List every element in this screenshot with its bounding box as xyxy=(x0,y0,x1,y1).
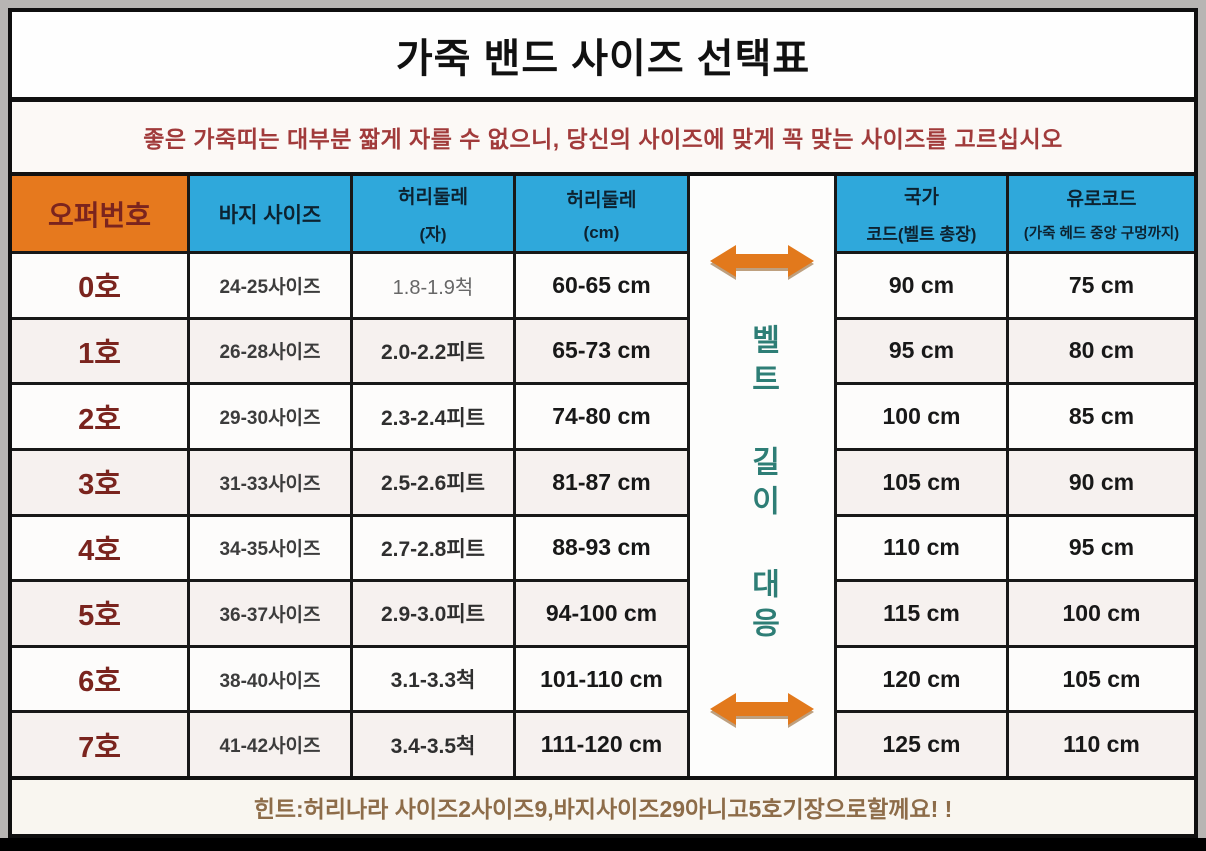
pants-size-cell: 38-40사이즈 xyxy=(190,647,353,711)
hint-text: 힌트:허리나라 사이즈2사이즈9,바지사이즈29아니고5호기장으로할께요! ! xyxy=(253,796,953,822)
table-row: 90 cm 75 cm xyxy=(837,254,1194,320)
national-code-cell: 110 cm xyxy=(837,516,1009,580)
double-arrow-icon xyxy=(710,693,814,725)
header-euro-code: 유로코드 (가죽 헤드 중앙 구멍까지) xyxy=(1009,176,1194,251)
left-columns: 오퍼번호 바지 사이즈 허리둘레 (자) 허리둘레 (cm) 0호 24-25사… xyxy=(12,176,687,776)
national-code-cell: 120 cm xyxy=(837,647,1009,711)
header-national-code: 국가 코드(벨트 총장) xyxy=(837,176,1009,251)
order-number-cell: 7호 xyxy=(12,713,190,776)
pants-size-cell: 29-30사이즈 xyxy=(190,385,353,448)
euro-code-cell: 100 cm xyxy=(1062,599,1141,626)
table-row: 95 cm 80 cm xyxy=(837,319,1194,386)
waist-cm-cell: 111-120 cm xyxy=(540,731,663,758)
double-arrow-icon xyxy=(710,245,814,277)
euro-code-cell: 110 cm xyxy=(1063,731,1140,758)
table-row: 0호 24-25사이즈 1.8-1.9척 60-65 cm xyxy=(12,254,687,320)
left-data-rows: 0호 24-25사이즈 1.8-1.9척 60-65 cm 1호 26-28사이… xyxy=(12,254,687,776)
header-waist-ja: 허리둘레 (자) xyxy=(353,176,516,251)
euro-code-cell: 85 cm xyxy=(1068,403,1135,430)
belt-word: 벨트 xyxy=(746,324,779,402)
waist-ja-cell: 1.8-1.9척 xyxy=(353,254,516,317)
table-header-row: 국가 코드(벨트 총장) 유로코드 (가죽 헤드 중앙 구멍까지) xyxy=(837,176,1194,254)
waist-ja-cell: 3.1-3.3척 xyxy=(353,647,516,711)
waist-cm-cell: 60-65 cm xyxy=(552,271,651,298)
subtitle-section: 좋은 가죽띠는 대부분 짧게 자를 수 없으니, 당신의 사이즈에 맞게 꼭 맞… xyxy=(12,102,1194,176)
header-waist-ja-label: 허리둘레 xyxy=(398,187,468,208)
header-national-l1: 국가 xyxy=(904,187,939,208)
table-row: 120 cm 105 cm xyxy=(837,647,1194,714)
table-row: 110 cm 95 cm xyxy=(837,516,1194,583)
waist-cm-cell: 74-80 cm xyxy=(552,403,651,430)
page-title: 가죽 밴드 사이즈 선택표 xyxy=(395,36,811,81)
pants-size-cell: 31-33사이즈 xyxy=(190,450,353,514)
euro-code-cell: 105 cm xyxy=(1062,665,1141,692)
header-waist-cm-unit: (cm) xyxy=(583,222,620,242)
length-word: 길이 xyxy=(746,446,779,524)
order-number-cell: 1호 xyxy=(12,319,190,383)
size-chart-frame: 가죽 밴드 사이즈 선택표 좋은 가죽띠는 대부분 짧게 자를 수 없으니, 당… xyxy=(8,8,1198,838)
title-section: 가죽 밴드 사이즈 선택표 xyxy=(12,12,1194,102)
euro-code-cell: 95 cm xyxy=(1068,534,1135,561)
euro-code-cell: 80 cm xyxy=(1068,337,1135,364)
header-pants-size: 바지 사이즈 xyxy=(190,176,353,251)
national-code-cell: 100 cm xyxy=(837,385,1009,448)
size-table: 오퍼번호 바지 사이즈 허리둘레 (자) 허리둘레 (cm) 0호 24-25사… xyxy=(12,176,1194,780)
waist-ja-cell: 2.0-2.2피트 xyxy=(353,319,516,383)
table-row: 7호 41-42사이즈 3.4-3.5척 111-120 cm xyxy=(12,713,687,776)
order-number-cell: 0호 xyxy=(12,254,190,317)
header-euro-l1: 유로코드 xyxy=(1066,189,1137,210)
waist-ja-cell: 2.5-2.6피트 xyxy=(353,450,516,514)
table-row: 1호 26-28사이즈 2.0-2.2피트 65-73 cm xyxy=(12,319,687,386)
pants-size-cell: 34-35사이즈 xyxy=(190,516,353,580)
table-row: 105 cm 90 cm xyxy=(837,450,1194,517)
waist-ja-cell: 2.3-2.4피트 xyxy=(353,385,516,448)
hint-section: 힌트:허리나라 사이즈2사이즈9,바지사이즈29아니고5호기장으로할께요! ! xyxy=(12,780,1194,834)
correspond-word: 대응 xyxy=(746,568,779,646)
header-waist-ja-unit: (자) xyxy=(419,225,447,244)
table-row: 6호 38-40사이즈 3.1-3.3척 101-110 cm xyxy=(12,647,687,714)
national-code-cell: 105 cm xyxy=(837,450,1009,514)
right-data-rows: 90 cm 75 cm 95 cm 80 cm 100 cm 85 cm 105… xyxy=(837,254,1194,776)
waist-cm-cell: 81-87 cm xyxy=(552,468,651,495)
header-order-number: 오퍼번호 xyxy=(12,176,190,251)
national-code-cell: 125 cm xyxy=(837,713,1009,776)
advice-text: 좋은 가죽띠는 대부분 짧게 자를 수 없으니, 당신의 사이즈에 맞게 꼭 맞… xyxy=(143,126,1063,152)
table-row: 5호 36-37사이즈 2.9-3.0피트 94-100 cm xyxy=(12,582,687,648)
header-euro-l2: (가죽 헤드 중앙 구멍까지) xyxy=(1023,226,1180,242)
pants-size-cell: 36-37사이즈 xyxy=(190,582,353,645)
header-waist-cm: 허리둘레 (cm) xyxy=(516,176,687,251)
pants-size-cell: 41-42사이즈 xyxy=(190,713,353,776)
pants-size-cell: 24-25사이즈 xyxy=(190,254,353,317)
waist-cm-cell: 65-73 cm xyxy=(552,337,651,364)
national-code-cell: 95 cm xyxy=(837,319,1009,383)
waist-ja-cell: 3.4-3.5척 xyxy=(353,713,516,776)
order-number-cell: 2호 xyxy=(12,385,190,448)
waist-ja-cell: 2.9-3.0피트 xyxy=(353,582,516,645)
belt-length-column: 벨트 길이 대응 xyxy=(687,176,837,776)
euro-code-cell: 75 cm xyxy=(1068,271,1135,298)
order-number-cell: 4호 xyxy=(12,516,190,580)
table-header-row: 오퍼번호 바지 사이즈 허리둘레 (자) 허리둘레 (cm) xyxy=(12,176,687,254)
table-row: 4호 34-35사이즈 2.7-2.8피트 88-93 cm xyxy=(12,516,687,583)
right-columns: 국가 코드(벨트 총장) 유로코드 (가죽 헤드 중앙 구멍까지) 90 cm … xyxy=(837,176,1194,776)
header-national-l2: 코드(벨트 총장) xyxy=(866,225,977,244)
order-number-cell: 6호 xyxy=(12,647,190,711)
table-row: 100 cm 85 cm xyxy=(837,385,1194,451)
waist-cm-cell: 94-100 cm xyxy=(545,599,658,626)
bottom-black-band xyxy=(0,838,1206,851)
table-row: 3호 31-33사이즈 2.5-2.6피트 81-87 cm xyxy=(12,450,687,517)
header-waist-cm-label: 허리둘레 xyxy=(566,189,637,211)
euro-code-cell: 90 cm xyxy=(1068,468,1135,495)
table-row: 125 cm 110 cm xyxy=(837,713,1194,776)
national-code-cell: 90 cm xyxy=(837,254,1009,317)
waist-cm-cell: 88-93 cm xyxy=(552,534,651,561)
pants-size-cell: 26-28사이즈 xyxy=(190,319,353,383)
waist-ja-cell: 2.7-2.8피트 xyxy=(353,516,516,580)
order-number-cell: 5호 xyxy=(12,582,190,645)
table-row: 2호 29-30사이즈 2.3-2.4피트 74-80 cm xyxy=(12,385,687,451)
waist-cm-cell: 101-110 cm xyxy=(540,665,663,692)
national-code-cell: 115 cm xyxy=(837,582,1009,645)
order-number-cell: 3호 xyxy=(12,450,190,514)
table-row: 115 cm 100 cm xyxy=(837,582,1194,648)
